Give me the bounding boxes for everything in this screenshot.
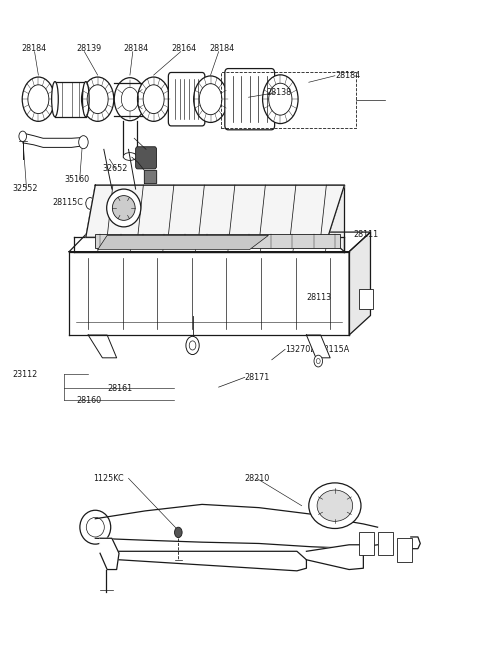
- Polygon shape: [119, 551, 306, 571]
- Text: 32552: 32552: [12, 184, 38, 193]
- Polygon shape: [349, 232, 371, 335]
- Ellipse shape: [80, 510, 111, 544]
- Text: 28184: 28184: [335, 71, 360, 80]
- Polygon shape: [23, 133, 81, 147]
- Polygon shape: [100, 538, 119, 570]
- Text: 28171: 28171: [245, 373, 270, 382]
- Ellipse shape: [309, 483, 361, 528]
- Text: 1125KC: 1125KC: [93, 474, 123, 483]
- Circle shape: [82, 77, 114, 122]
- Polygon shape: [86, 185, 344, 237]
- Bar: [396, 538, 412, 562]
- Text: 13270B/28115A: 13270B/28115A: [285, 345, 349, 354]
- Circle shape: [22, 77, 55, 122]
- Text: 28111: 28111: [354, 229, 379, 238]
- Polygon shape: [88, 335, 117, 358]
- Polygon shape: [306, 545, 363, 570]
- FancyBboxPatch shape: [136, 147, 156, 169]
- Bar: [96, 234, 340, 248]
- Text: 28161: 28161: [107, 384, 132, 393]
- Ellipse shape: [52, 81, 58, 117]
- Ellipse shape: [83, 81, 89, 117]
- Circle shape: [186, 336, 199, 355]
- Text: 28210: 28210: [245, 474, 270, 483]
- Text: 28184: 28184: [209, 44, 234, 53]
- Circle shape: [175, 527, 182, 537]
- Ellipse shape: [317, 490, 353, 521]
- Circle shape: [86, 198, 95, 210]
- Text: 28160: 28160: [76, 396, 101, 405]
- Circle shape: [137, 77, 170, 122]
- Bar: [359, 290, 373, 309]
- Polygon shape: [306, 335, 330, 358]
- Text: 28113: 28113: [306, 293, 332, 302]
- Text: 28139: 28139: [76, 44, 102, 53]
- Polygon shape: [69, 232, 371, 252]
- Circle shape: [193, 76, 228, 122]
- Bar: [359, 532, 374, 555]
- Polygon shape: [96, 505, 378, 548]
- Circle shape: [263, 75, 298, 124]
- Ellipse shape: [112, 196, 135, 220]
- Circle shape: [114, 78, 145, 121]
- Ellipse shape: [107, 189, 141, 227]
- Circle shape: [79, 136, 88, 148]
- Polygon shape: [144, 170, 156, 183]
- FancyBboxPatch shape: [168, 72, 205, 126]
- Text: 28164: 28164: [171, 44, 196, 53]
- Polygon shape: [86, 185, 344, 237]
- Text: 28115C: 28115C: [53, 198, 84, 207]
- Polygon shape: [97, 235, 268, 250]
- Text: 35160: 35160: [64, 175, 90, 185]
- FancyBboxPatch shape: [225, 68, 275, 130]
- Polygon shape: [328, 185, 344, 252]
- Ellipse shape: [123, 152, 137, 160]
- Circle shape: [19, 131, 26, 141]
- Text: 28184: 28184: [124, 44, 149, 53]
- Text: 32652: 32652: [102, 164, 128, 173]
- Bar: [378, 532, 393, 555]
- Polygon shape: [69, 252, 349, 335]
- Text: 39340: 39340: [131, 153, 156, 162]
- Bar: [221, 72, 356, 128]
- Text: 28138: 28138: [266, 88, 291, 97]
- Polygon shape: [74, 237, 344, 252]
- Circle shape: [314, 355, 323, 367]
- Text: 28184: 28184: [22, 44, 47, 53]
- Text: 23112: 23112: [12, 370, 37, 378]
